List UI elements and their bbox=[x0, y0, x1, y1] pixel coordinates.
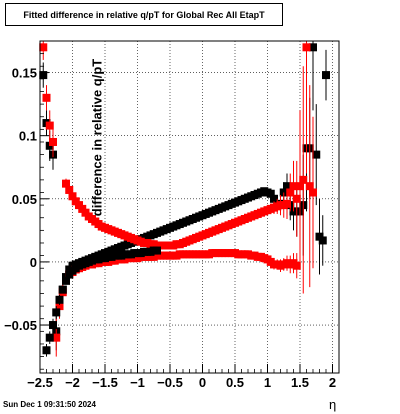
data-point bbox=[318, 236, 327, 245]
data-point bbox=[42, 93, 51, 102]
data-point bbox=[55, 302, 64, 311]
x-tick-label: −0.5 bbox=[157, 375, 183, 390]
y-tick-label: 0.1 bbox=[19, 129, 37, 144]
data-series bbox=[39, 41, 330, 357]
x-tick-label: 1.5 bbox=[291, 375, 309, 390]
data-point bbox=[55, 295, 64, 304]
y-tick-label: 0 bbox=[30, 255, 37, 270]
data-point bbox=[270, 194, 278, 203]
data-point bbox=[62, 179, 70, 188]
series-1 bbox=[39, 41, 317, 357]
data-point bbox=[312, 150, 321, 159]
axes: −2.5 −2 −1.5 −1 −0.5 0 0.5 1 1.5 2 −0.05 0 0.05 0.1 0.… bbox=[4, 53, 336, 390]
data-point bbox=[296, 182, 304, 191]
x-tick-label: 1 bbox=[264, 375, 271, 390]
x-tick-label: 0.5 bbox=[226, 375, 244, 390]
data-point bbox=[39, 71, 48, 80]
data-point bbox=[283, 199, 291, 208]
x-tick-label: −2.5 bbox=[27, 375, 53, 390]
series-3 bbox=[42, 246, 161, 357]
data-point bbox=[299, 175, 308, 184]
data-point bbox=[153, 246, 161, 255]
data-point bbox=[68, 192, 77, 201]
data-point bbox=[49, 137, 57, 146]
data-point bbox=[309, 188, 317, 197]
data-point bbox=[302, 43, 311, 52]
data-point bbox=[309, 43, 317, 52]
data-point bbox=[283, 182, 291, 191]
x-tick-label: −2 bbox=[65, 375, 80, 390]
data-point bbox=[289, 182, 298, 191]
data-point bbox=[49, 321, 57, 330]
data-point bbox=[45, 121, 54, 130]
data-point bbox=[39, 43, 48, 52]
x-tick-label: 2 bbox=[329, 375, 336, 390]
y-tick-label: −0.05 bbox=[4, 318, 37, 333]
data-point bbox=[305, 182, 314, 191]
data-point bbox=[322, 71, 330, 80]
data-point bbox=[58, 285, 67, 294]
timestamp: Sun Dec 1 09:31:50 2024 bbox=[3, 400, 96, 409]
x-axis-label: η bbox=[329, 397, 337, 412]
y-axis-label: difference in relative q/pT bbox=[89, 58, 105, 217]
x-tick-label: −1.5 bbox=[92, 375, 118, 390]
data-point bbox=[292, 261, 301, 270]
y-tick-label: 0.05 bbox=[12, 192, 37, 207]
data-point bbox=[292, 194, 301, 203]
data-point bbox=[52, 308, 61, 317]
data-point bbox=[52, 333, 61, 342]
data-point bbox=[286, 188, 295, 197]
data-point bbox=[62, 276, 70, 285]
x-tick-label: 0 bbox=[199, 375, 206, 390]
data-point bbox=[42, 346, 51, 355]
data-point bbox=[266, 189, 275, 198]
x-tick-label: −1 bbox=[130, 375, 145, 390]
data-point bbox=[65, 185, 74, 194]
y-tick-label: 0.15 bbox=[12, 66, 37, 81]
chart-title: Fitted difference in relative q/pT for G… bbox=[5, 3, 283, 26]
data-point bbox=[45, 333, 54, 342]
